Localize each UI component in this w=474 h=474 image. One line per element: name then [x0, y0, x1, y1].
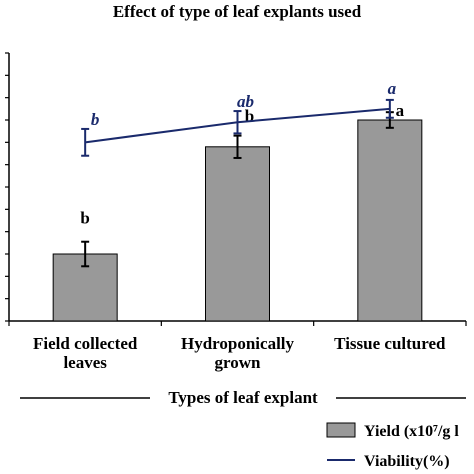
category-label-line: Hydroponically: [181, 334, 295, 353]
category-label-line: Tissue cultured: [334, 334, 446, 353]
category-label: Hydroponically grown: [181, 334, 295, 372]
legend-bar-swatch: [326, 422, 356, 438]
category-label-line: Field collected: [33, 334, 138, 353]
legend-line-label: Viability(%): [364, 453, 450, 470]
legend-bar-label: Yield (x10⁷/g l: [364, 423, 459, 440]
bar: [205, 146, 270, 322]
legend: Yield (x10⁷/g l Viability(%): [326, 422, 459, 470]
chart-title: Effect of type of leaf explants used: [113, 2, 362, 21]
category-label: Tissue cultured: [334, 334, 446, 353]
bar: [357, 119, 423, 322]
category-label-line: leaves: [63, 353, 107, 372]
bar-data-label: a: [396, 101, 405, 120]
category-label-line: grown: [215, 353, 262, 372]
viability-data-label: ab: [237, 92, 254, 111]
viability-data-label: b: [91, 110, 100, 129]
x-axis-title: Types of leaf explant: [168, 388, 318, 407]
bar-data-label: b: [245, 107, 254, 126]
viability-data-label: a: [388, 79, 397, 98]
category-labels: Field collected leaves Hydroponically grown…: [33, 334, 446, 372]
bar-data-label: b: [80, 209, 89, 228]
category-label: Field collected leaves: [33, 334, 138, 372]
